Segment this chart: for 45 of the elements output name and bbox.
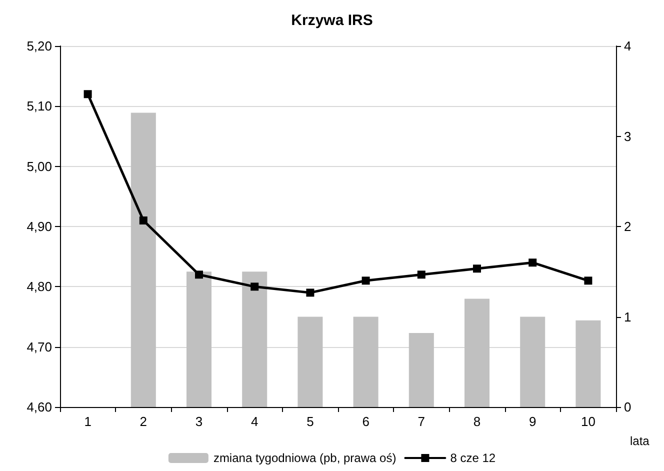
x-tick-label: 5 — [306, 414, 314, 429]
x-axis-title: lata — [630, 434, 650, 448]
x-tick-label: 3 — [195, 414, 203, 429]
bar — [353, 316, 378, 407]
bar — [298, 316, 323, 407]
point — [250, 282, 259, 291]
y-tick-label: 5,20 — [26, 38, 52, 54]
legend-label: zmiana tygodniowa (pb, prawa oś) — [213, 451, 396, 465]
y-tick-label: 4,70 — [26, 339, 52, 354]
legend-label: 8 cze 12 — [450, 451, 496, 465]
point — [139, 216, 148, 224]
y2-tick-label: 1 — [624, 309, 632, 324]
y2-tick-label: 3 — [624, 128, 632, 144]
bar — [242, 272, 268, 407]
y-tick-label: 5,10 — [26, 98, 52, 114]
y-tick-label: 5,00 — [26, 158, 52, 174]
x-tick-label: 6 — [362, 414, 370, 429]
y2-tick-label: 0 — [624, 400, 632, 414]
x-tick-label: 7 — [418, 414, 426, 429]
point — [473, 264, 481, 273]
y2-tick-label: 2 — [624, 219, 632, 234]
y-tick-label: 4,60 — [26, 400, 52, 414]
x-tick-label: 8 — [473, 414, 481, 429]
x-tick-label: 1 — [84, 414, 92, 429]
chart-title: Krzywa IRS — [291, 12, 373, 29]
x-tick-label: 2 — [140, 414, 148, 429]
bar — [408, 332, 434, 407]
x-tick-label: 10 — [580, 414, 596, 429]
point — [84, 90, 92, 98]
point — [306, 288, 314, 297]
point — [362, 276, 370, 285]
y-tick-label: 4,80 — [26, 279, 52, 294]
y-tick-label: 4,90 — [26, 219, 52, 234]
bar — [186, 272, 212, 407]
bar — [464, 298, 490, 407]
x-tick-label: 4 — [250, 414, 258, 429]
bar — [130, 112, 156, 407]
point — [417, 270, 426, 279]
x-tick-label: 9 — [528, 414, 536, 429]
y2-tick-label: 4 — [624, 38, 632, 54]
point — [584, 276, 592, 285]
bar — [576, 320, 601, 407]
bar — [520, 316, 546, 407]
point — [528, 258, 537, 267]
point — [195, 270, 203, 279]
